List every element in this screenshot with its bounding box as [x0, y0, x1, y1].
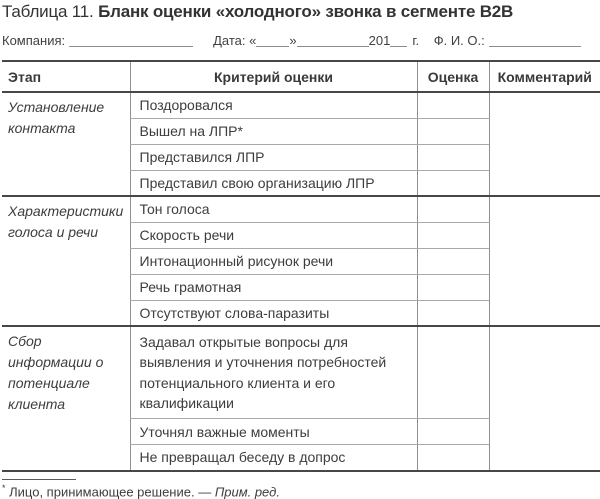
comment-cell [488, 325, 600, 471]
table-caption: Таблица 11. Бланк оценки «холодного» зво… [2, 2, 600, 22]
stage-cell: Характеристики голоса и речи [2, 195, 130, 326]
fio-label: Ф. И. О.: [433, 33, 485, 48]
score-cell [416, 248, 489, 275]
table-row: Уточнял важные моменты [2, 418, 600, 446]
score-cell [416, 92, 489, 119]
header-stage: Этап [2, 60, 130, 93]
criterion-cell: Скорость речи [129, 222, 417, 249]
table-header-row: Этап Критерий оценки Оценка Комментарий [2, 60, 600, 93]
date-year-suffix: г. [412, 33, 420, 48]
criterion-cell: Речь грамотная [129, 274, 417, 301]
date-year-prefix: 201 [368, 33, 391, 48]
score-cell [416, 170, 489, 197]
date-month-blank [296, 34, 369, 47]
date-day-blank [256, 34, 290, 47]
criterion-cell: Задавал открытые вопросы для выявления и… [129, 325, 417, 420]
table-row: Отсутствуют слова-паразиты [2, 300, 600, 327]
score-cell [416, 444, 489, 472]
criterion-cell: Поздоровался [129, 92, 417, 119]
score-cell [416, 300, 489, 327]
criterion-cell: Представил свою организацию ЛПР [129, 170, 417, 197]
footnote-source: Прим. ред. [214, 484, 280, 499]
criterion-cell: Уточнял важные моменты [129, 418, 417, 446]
criterion-cell: Отсутствуют слова-паразиты [129, 300, 417, 327]
date-label: Дата: [213, 33, 246, 48]
score-cell [416, 325, 489, 420]
criterion-cell: Не превращал беседу в допрос [129, 444, 417, 472]
company-blank [69, 34, 194, 47]
footnote-text: * Лицо, принимающее решение. — Прим. ред… [2, 483, 600, 499]
criterion-cell: Представился ЛПР [129, 144, 417, 171]
stage-cell: Установление контакта [8, 99, 105, 136]
criterion-cell: Интонационный рисунок речи [129, 248, 417, 275]
score-cell [416, 195, 489, 223]
stage-cell: Сбор информации о потенциале клиента [2, 325, 130, 471]
table-caption-title: Бланк оценки «холодного» звонка в сегмен… [98, 2, 514, 21]
table-row: Установление контакта Поздоровался [2, 92, 600, 196]
criterion-cell: Вышел на ЛПР* [129, 118, 417, 145]
footnote: * Лицо, принимающее решение. — Прим. ред… [2, 478, 600, 499]
score-cell [416, 274, 489, 301]
comment-cell [488, 92, 600, 196]
table-row: Речь грамотная [2, 274, 600, 301]
table-row: Интонационный рисунок речи [2, 248, 600, 275]
header-criterion: Критерий оценки [129, 60, 417, 93]
score-cell [416, 418, 489, 446]
table-row: Вышел на ЛПР* [2, 118, 600, 145]
header-score: Оценка [416, 60, 489, 93]
fio-blank [488, 34, 581, 47]
date-year-blank [390, 34, 408, 47]
table-row: Скорость речи [2, 222, 600, 249]
date-quote-open: « [249, 33, 257, 48]
table-caption-number: Таблица 11. [2, 2, 94, 21]
table-row: Характеристики голоса и речи Тон голоса [2, 195, 600, 326]
score-cell [416, 222, 489, 249]
table-row: Сбор информации о потенциале клиента Зад… [2, 325, 600, 471]
score-cell [416, 118, 489, 145]
form-header-line: Компания: Дата: « » 201 г. Ф. И. О.: [2, 33, 600, 48]
footnote-body: Лицо, принимающее решение. — [5, 484, 215, 499]
score-cell [416, 144, 489, 171]
criterion-cell: Тон голоса [129, 195, 417, 223]
table-row: Представился ЛПР [2, 144, 600, 171]
footnote-rule [2, 478, 76, 480]
date-quote-close: » [289, 33, 297, 48]
company-label: Компания: [2, 33, 66, 48]
header-comment: Комментарий [488, 60, 600, 93]
comment-cell [488, 195, 600, 326]
evaluation-table: Этап Критерий оценки Оценка Комментарий … [2, 60, 600, 472]
